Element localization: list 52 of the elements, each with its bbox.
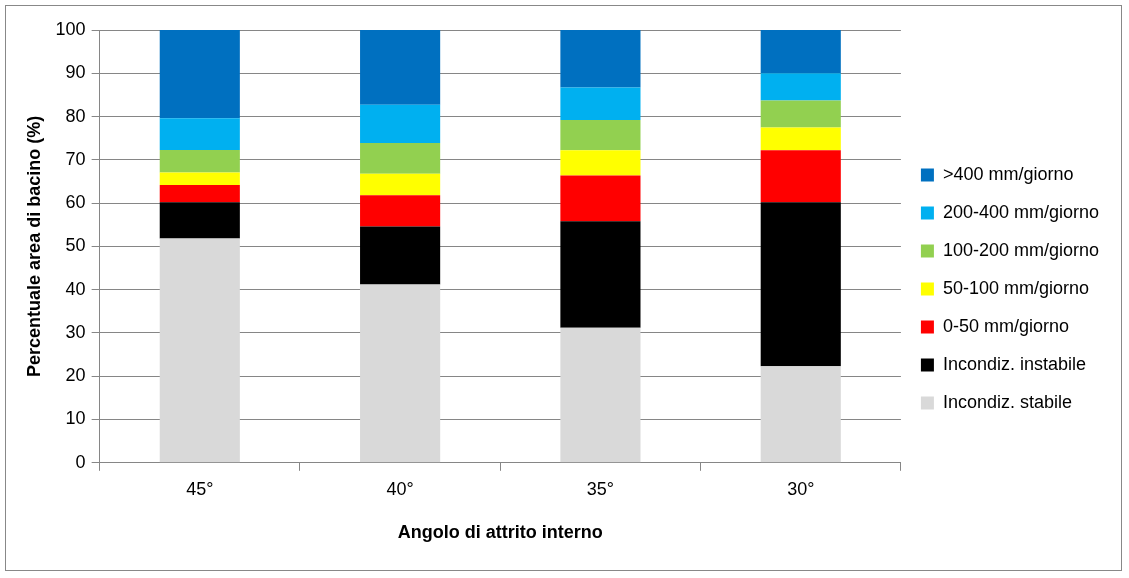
y-tick-label: 50 [65, 235, 86, 256]
bar [560, 120, 641, 151]
bar [159, 202, 240, 239]
legend-label: 50-100 mm/giorno [942, 277, 1089, 298]
bar [760, 366, 841, 463]
bar [560, 327, 641, 463]
bar [360, 173, 441, 196]
y-tick-label: 80 [65, 105, 86, 126]
y-tick-label: 40 [65, 278, 86, 299]
legend-label: 0-50 mm/giorno [942, 315, 1069, 336]
y-tick-label: 20 [65, 365, 86, 386]
bar [360, 284, 441, 463]
y-tick-label: 30 [65, 321, 86, 342]
bar [760, 150, 841, 203]
x-axis-title: Angolo di attrito interno [397, 522, 603, 543]
bar [560, 150, 641, 176]
y-axis-title: Percentuale area di bacino (%) [23, 115, 44, 377]
y-tick-label: 70 [65, 148, 86, 169]
bar [360, 142, 441, 174]
bar [560, 175, 641, 222]
legend-label: >400 mm/giorno [942, 163, 1074, 184]
bar [760, 73, 841, 101]
bar [560, 87, 641, 121]
bar [159, 118, 240, 150]
y-tick-label: 60 [65, 192, 86, 213]
bar [360, 104, 441, 143]
bar [360, 30, 441, 105]
bar [159, 184, 240, 203]
x-tick-label: 30° [787, 478, 815, 499]
bar [760, 127, 841, 151]
bar [360, 195, 441, 227]
legend-label: Incondiz. stabile [942, 391, 1072, 412]
y-tick-label: 90 [65, 62, 86, 83]
y-tick-label: 100 [55, 18, 86, 39]
bar [360, 226, 441, 285]
bar [159, 238, 240, 463]
bar [159, 149, 240, 173]
bar [159, 172, 240, 185]
x-tick-label: 40° [386, 478, 414, 499]
y-tick-label: 10 [65, 408, 86, 429]
bar [760, 100, 841, 128]
x-tick-label: 45° [186, 478, 214, 499]
legend-label: 200-400 mm/giorno [942, 201, 1100, 222]
bar [560, 221, 641, 328]
bar [560, 30, 641, 88]
y-tick-label: 0 [75, 451, 86, 472]
bar [760, 30, 841, 74]
legend-label: 100-200 mm/giorno [942, 239, 1100, 260]
x-tick-label: 35° [586, 478, 615, 499]
legend-label: Incondiz. instabile [942, 353, 1087, 374]
bar [760, 202, 841, 367]
bar [159, 30, 240, 119]
